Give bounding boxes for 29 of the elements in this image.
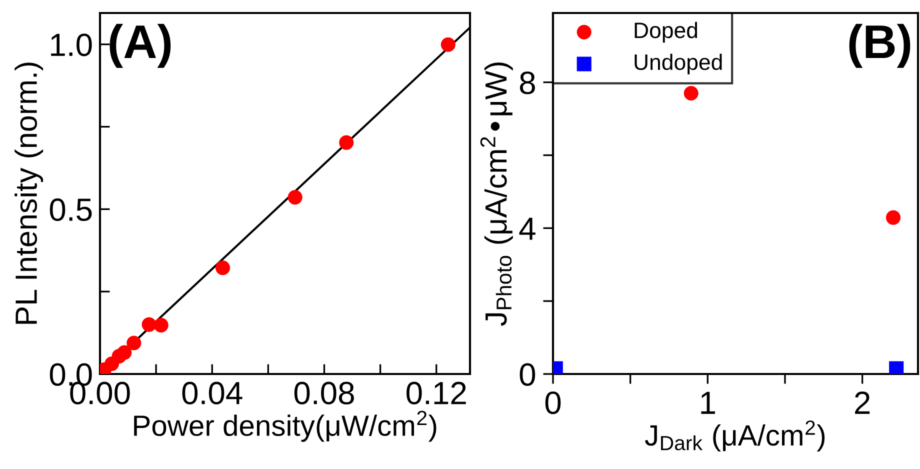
x-tick-label: 0.12 xyxy=(406,382,466,404)
x-axis-title: J$_{Dark}$ (μA/cm$^{2}$) xyxy=(644,420,825,452)
annotation: (B) xyxy=(849,24,910,68)
x-axis-title: Power density(μW/cm$^{2}$) xyxy=(134,410,436,442)
point xyxy=(126,336,142,350)
y-axis-title: PL Intensity (norm.) xyxy=(14,62,44,324)
point xyxy=(154,318,168,332)
legend-label: Doped xyxy=(634,22,698,43)
point xyxy=(440,37,456,52)
legend-label: Undoped xyxy=(634,54,722,74)
point xyxy=(886,210,901,225)
x-tick-label: 1 xyxy=(701,392,715,414)
y-tick-label: 0 xyxy=(520,363,536,386)
y-tick-label: 4 xyxy=(519,218,536,240)
annotation: (A) xyxy=(110,24,171,68)
point xyxy=(339,135,354,150)
point xyxy=(288,190,302,205)
y-tick-label: 1.0 xyxy=(51,34,92,56)
point xyxy=(684,86,698,101)
x-tick-label: 2 xyxy=(855,392,870,414)
x-tick-label: 0.08 xyxy=(294,382,354,404)
y-tick-label: 8 xyxy=(520,72,535,94)
point xyxy=(117,345,132,360)
point xyxy=(215,260,230,276)
y-axis-title: J$_{Photo}$ (μA/cm$^{2}$•μW) xyxy=(480,62,513,326)
point xyxy=(142,317,156,332)
y-tick-label: 0.5 xyxy=(50,198,92,222)
x-tick-label: 0.04 xyxy=(182,382,242,404)
x-tick-label: 0 xyxy=(545,392,561,414)
